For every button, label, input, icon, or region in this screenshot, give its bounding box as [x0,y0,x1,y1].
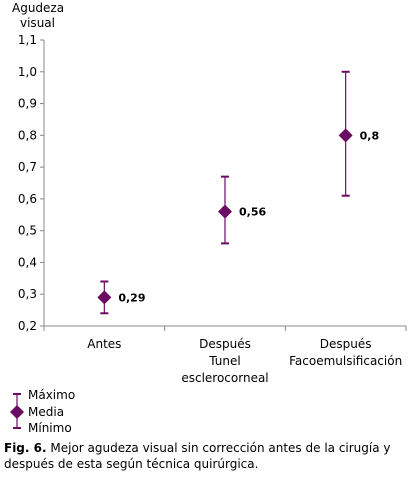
legend-label: Mínimo [28,421,72,435]
y-tick-label: 0,9 [18,97,37,111]
mean-marker [218,204,232,219]
caption-label: Fig. 6. [4,441,47,455]
axes [43,40,407,331]
data-marks: 0,29 0,56 0,8 [97,70,380,315]
caption-text: Mejor agudeza visual sin corrección ante… [4,441,391,471]
value-label: 0,56 [239,206,266,219]
y-tick-label: 0,2 [18,319,37,333]
x-category-labels: Antes Después Tunel esclerocorneal Después Fa… [87,337,402,385]
legend-label: Media [28,405,64,419]
value-label: 0,29 [118,291,145,304]
y-tick-label: 0,7 [18,160,37,174]
x-category-label: Después [199,337,251,351]
value-label: 0,8 [360,129,380,142]
x-category-label: Facoemulsificación [289,354,402,368]
mean-marker [338,128,353,143]
y-axis-title-line: Agudeza [12,1,64,15]
legend: Máximo Media Mínimo [10,388,75,435]
y-tick-label: 0,8 [18,128,37,142]
y-tick-label: 0,3 [18,287,37,301]
x-category-label: Tunel [208,354,240,368]
legend-label: Máximo [28,388,75,402]
x-category-label: esclerocorneal [181,371,268,385]
x-category-label: Antes [87,337,121,351]
y-tick-label: 1,0 [18,65,37,79]
figure-caption: Fig. 6. Mejor agudeza visual sin correcc… [4,440,416,472]
y-axis-title-line: visual [20,16,55,30]
y-tick-label: 0,5 [18,224,37,238]
mean-marker [97,290,112,305]
y-tick-label: 0,4 [18,255,37,269]
y-tick-label: 0,6 [18,192,37,206]
y-ticks: 0,2 0,3 0,4 0,5 0,6 0,7 0,8 0,9 1,0 1,1 [18,33,44,333]
x-category-label: Después [320,337,372,351]
y-tick-label: 1,1 [18,33,37,47]
